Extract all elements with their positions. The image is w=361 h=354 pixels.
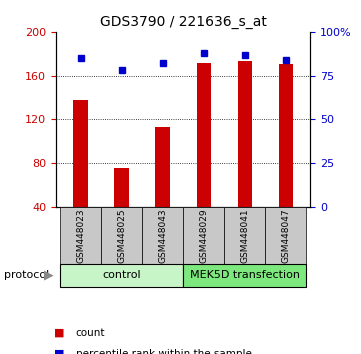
Bar bbox=[183, 264, 306, 287]
Text: protocol: protocol bbox=[4, 270, 49, 280]
Bar bbox=[142, 207, 183, 264]
Text: control: control bbox=[102, 270, 141, 280]
Bar bbox=[196, 63, 211, 207]
Text: GSM448047: GSM448047 bbox=[281, 208, 290, 263]
Bar bbox=[224, 207, 265, 264]
Bar bbox=[73, 100, 88, 207]
Bar bbox=[60, 207, 101, 264]
Bar bbox=[156, 127, 170, 207]
Bar bbox=[238, 62, 252, 207]
Text: GSM448025: GSM448025 bbox=[117, 208, 126, 263]
Text: GSM448043: GSM448043 bbox=[158, 208, 167, 263]
Text: GSM448041: GSM448041 bbox=[240, 208, 249, 263]
Text: percentile rank within the sample: percentile rank within the sample bbox=[76, 349, 252, 354]
Text: ▶: ▶ bbox=[44, 269, 53, 282]
Text: MEK5D transfection: MEK5D transfection bbox=[190, 270, 300, 280]
Text: GSM448023: GSM448023 bbox=[76, 208, 85, 263]
Title: GDS3790 / 221636_s_at: GDS3790 / 221636_s_at bbox=[100, 16, 267, 29]
Text: GSM448029: GSM448029 bbox=[199, 208, 208, 263]
Bar bbox=[101, 207, 142, 264]
Bar bbox=[60, 264, 183, 287]
Bar bbox=[265, 207, 306, 264]
Text: ■: ■ bbox=[54, 349, 65, 354]
Text: count: count bbox=[76, 328, 105, 338]
Bar bbox=[183, 207, 224, 264]
Bar bbox=[279, 64, 293, 207]
Bar bbox=[114, 168, 129, 207]
Text: ■: ■ bbox=[54, 328, 65, 338]
